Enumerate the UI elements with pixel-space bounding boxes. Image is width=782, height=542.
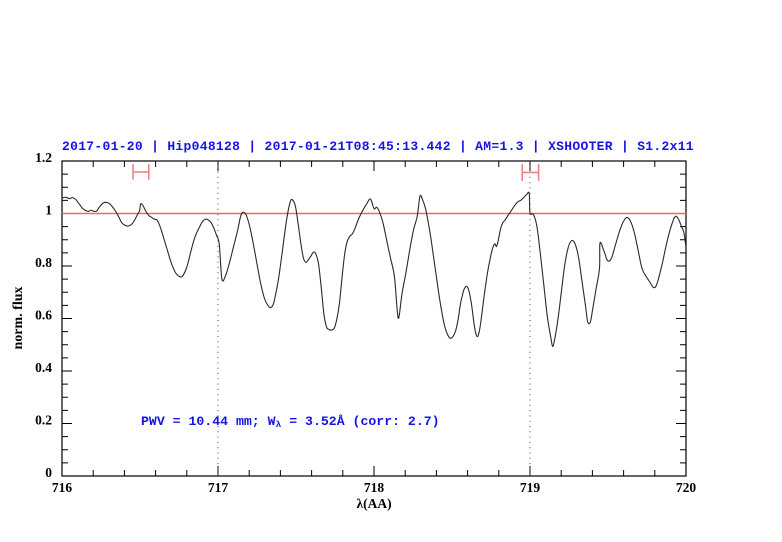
svg-text:718: 718: [364, 480, 385, 495]
svg-text:717: 717: [208, 480, 229, 495]
svg-text:0.2: 0.2: [35, 413, 52, 428]
svg-text:1: 1: [45, 203, 52, 218]
svg-text:norm. flux: norm. flux: [11, 287, 26, 350]
svg-text:0.6: 0.6: [35, 308, 52, 323]
svg-text:0.8: 0.8: [35, 255, 52, 270]
svg-text:719: 719: [520, 480, 541, 495]
svg-text:λ(AA): λ(AA): [356, 496, 391, 511]
svg-text:1.2: 1.2: [35, 150, 52, 165]
svg-text:720: 720: [676, 480, 697, 495]
svg-text:716: 716: [52, 480, 73, 495]
svg-text:2017-01-20 | Hip048128 | 2017-: 2017-01-20 | Hip048128 | 2017-01-21T08:4…: [62, 139, 694, 154]
svg-text:PWV = 10.44 mm; Wλ = 3.52Å (co: PWV = 10.44 mm; Wλ = 3.52Å (corr: 2.7): [141, 414, 440, 430]
svg-text:0.4: 0.4: [35, 360, 52, 375]
svg-text:0: 0: [45, 465, 52, 480]
